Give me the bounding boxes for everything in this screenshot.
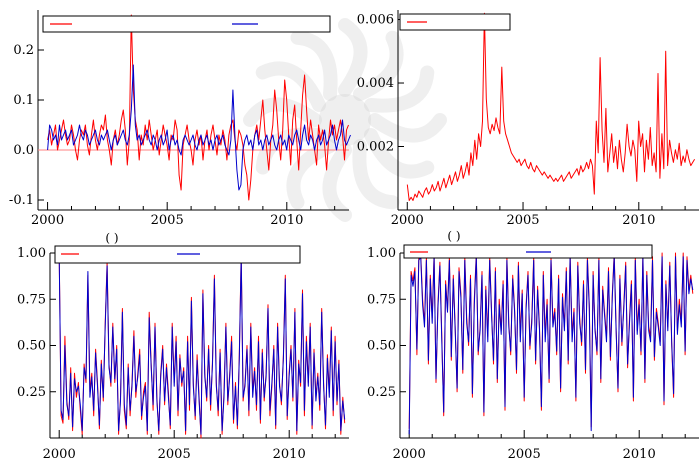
series-line-2 — [58, 256, 346, 435]
y-tick-label: 0.002 — [357, 140, 394, 155]
chart-panel-top-right: 2000 2005 2010 0.002 0.004 0.006 — [357, 10, 699, 228]
x-tick-label: 2010 — [622, 213, 655, 228]
y-tick-label: 0.2 — [13, 43, 34, 58]
x-tick-label: 2010 — [270, 213, 303, 228]
panel-title: ( ) — [105, 231, 118, 245]
x-tick-label: 2000 — [393, 447, 426, 462]
x-tick-label: 2005 — [158, 447, 191, 462]
watermark-petal — [368, 113, 447, 143]
y-tick-label: 0.006 — [357, 13, 394, 28]
watermark-logo — [243, 18, 447, 222]
series-line-2 — [47, 64, 351, 191]
watermark-petal — [353, 30, 404, 102]
x-tick-label: 2005 — [508, 447, 541, 462]
y-tick-label: 0.50 — [17, 339, 46, 354]
watermark-petal — [255, 61, 327, 112]
x-tick-label: 2000 — [391, 213, 424, 228]
chart-panel-bottom-right: 2000 2005 2010 0.25 0.50 0.75 1.00 ( ) — [367, 229, 699, 462]
x-tick-label: 2000 — [31, 213, 64, 228]
watermark-petal — [363, 65, 435, 113]
y-tick-label: 0.75 — [17, 292, 46, 307]
watermark-petal — [352, 138, 400, 210]
watermark-petal — [338, 18, 368, 97]
watermark-petal — [290, 30, 338, 102]
x-tick-label: 2010 — [273, 447, 306, 462]
x-tick-label: 2005 — [151, 213, 184, 228]
series-line-1 — [47, 14, 349, 201]
series-line-2 — [408, 256, 694, 435]
legend-box — [42, 15, 331, 33]
x-tick-label: 2000 — [43, 447, 76, 462]
watermark-center — [319, 94, 371, 146]
y-tick-label: 0.75 — [367, 292, 396, 307]
legend-box — [399, 13, 511, 31]
watermark-petal — [322, 143, 352, 222]
panel-title: ( ) — [447, 229, 460, 243]
chart-panel-top-left: 2000 2005 2010 -0.1 0.0 0.1 0.2 — [9, 10, 351, 228]
y-tick-label: 0.1 — [13, 93, 34, 108]
y-tick-label: 0.004 — [357, 76, 394, 91]
series-line-1 — [406, 12, 696, 201]
y-tick-label: -0.1 — [9, 193, 34, 208]
y-tick-label: 0.0 — [13, 143, 34, 158]
legend — [42, 15, 331, 33]
y-tick-label: 1.00 — [367, 246, 396, 261]
x-tick-label: 2005 — [506, 213, 539, 228]
legend — [54, 245, 301, 264]
watermark-petal — [363, 128, 435, 179]
x-tick-label: 2010 — [623, 447, 656, 462]
watermark-petal — [286, 138, 337, 210]
y-tick-label: 0.25 — [367, 385, 396, 400]
y-tick-label: 0.50 — [367, 339, 396, 354]
legend — [399, 13, 511, 31]
y-tick-label: 0.25 — [17, 385, 46, 400]
chart-panel-bottom-left: 2000 2005 2010 0.25 0.50 0.75 1.00 ( ) — [17, 231, 349, 462]
legend — [403, 244, 653, 259]
watermark-petal — [243, 97, 322, 127]
y-tick-label: 1.00 — [17, 246, 46, 261]
